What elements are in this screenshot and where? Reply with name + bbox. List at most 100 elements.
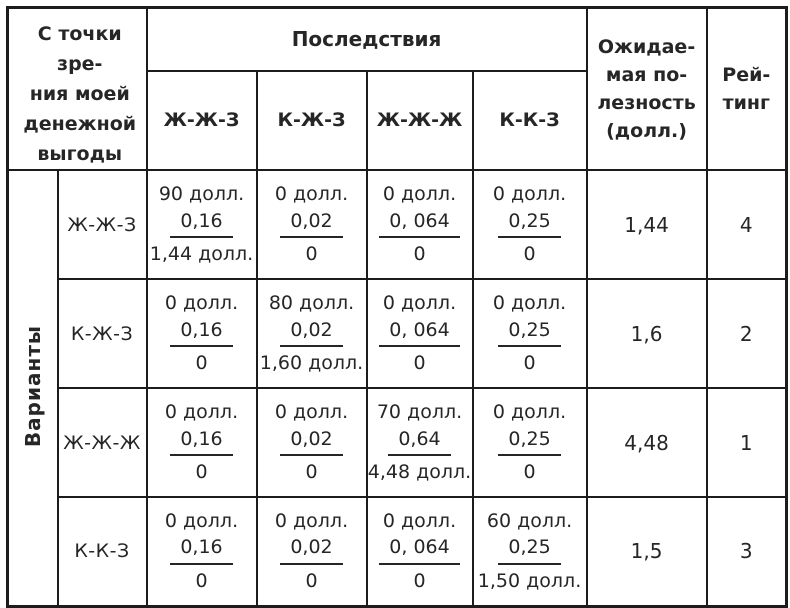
product-value: 0 (413, 352, 426, 375)
probability-value: 0,25 (498, 536, 561, 566)
payoff-value: 0 долл. (274, 400, 349, 423)
payoff-fraction: 0 долл. 0,25 0 (493, 183, 566, 266)
outcome-cell: 0 долл. 0,02 0 (255, 496, 368, 607)
payoff-value: 0 долл. (492, 400, 567, 423)
payoff-fraction: 0 долл. 0, 064 0 (379, 182, 460, 266)
probability-value: 0, 064 (379, 210, 460, 239)
payoff-fraction: 0 долл. 0, 064 0 (379, 291, 460, 375)
outcome-cell: 80 долл. 0,02 1,60 долл. (255, 278, 368, 389)
outcome-cell: 0 долл. 0, 064 0 (365, 169, 474, 280)
payoff-value: 0 долл. (382, 291, 457, 314)
payoff-fraction: 0 долл. 0,25 0 (493, 401, 566, 484)
rating-header-line: тинг (722, 92, 770, 114)
payoff-value: 0 долл. (382, 509, 457, 532)
consequences-header: Последствия (145, 6, 588, 72)
outcome-cell: 70 долл. 0,64 4,48 долл. (365, 387, 474, 498)
payoff-value: 80 долл. (268, 291, 355, 314)
expected-utility-value: 1,6 (585, 278, 708, 389)
rating-header: Рей- тинг (705, 6, 788, 171)
outcome-cell: 0 долл. 0,16 0 (145, 496, 258, 607)
payoff-fraction: 80 долл. 0,02 1,60 долл. (260, 292, 363, 375)
expected-utility-value: 1,44 (585, 169, 708, 280)
probability-value: 0,25 (498, 319, 561, 348)
table-row: К-Ж-З 0 долл. 0,16 0 80 долл. 0,02 1,60 … (8, 278, 788, 389)
rating-header-line: Рей- (722, 64, 771, 86)
probability-value: 0,02 (280, 536, 343, 566)
expected-utility-header-line: Ожидае- (597, 36, 696, 58)
payoff-fraction: 0 долл. 0,02 0 (275, 510, 348, 593)
rating-value: 2 (705, 278, 788, 389)
payoff-value: 0 долл. (492, 182, 567, 205)
probability-value: 0,25 (498, 210, 561, 239)
product-value: 0 (523, 243, 536, 266)
payoff-value: 90 долл. (158, 182, 245, 205)
row-label: К-Ж-З (56, 278, 148, 389)
probability-value: 0,02 (280, 428, 343, 457)
payoff-value: 0 долл. (164, 291, 239, 314)
payoff-value: 60 долл. (486, 509, 573, 532)
probability-value: 0,16 (170, 428, 233, 457)
payoff-fraction: 0 долл. 0,02 0 (275, 401, 348, 484)
row-label: К-К-З (56, 496, 148, 607)
product-value: 0 (523, 461, 536, 484)
header-row-2: Ж-Ж-З К-Ж-З Ж-Ж-Ж К-К-З (8, 69, 787, 172)
variants-label: Варианты (20, 324, 45, 447)
product-value: 0 (305, 243, 318, 266)
payoff-value: 0 долл. (164, 400, 239, 423)
column-header-k-zh-z: К-Ж-З (255, 69, 368, 172)
outcome-cell: 0 долл. 0,16 0 (145, 387, 258, 498)
column-header-zh-zh-z: Ж-Ж-З (145, 69, 258, 172)
outcome-cell: 0 долл. 0, 064 0 (365, 278, 474, 389)
corner-header-line: денежной (23, 113, 137, 135)
outcome-cell: 0 долл. 0,02 0 (255, 387, 368, 498)
payoff-fraction: 70 долл. 0,64 4,48 долл. (367, 401, 472, 484)
probability-value: 0, 064 (379, 319, 460, 348)
probability-value: 0, 064 (379, 536, 460, 566)
expected-utility-header-line: (долл.) (606, 120, 687, 142)
payoff-fraction: 0 долл. 0,02 0 (275, 183, 348, 266)
corner-header-line: ния моей (29, 83, 130, 105)
probability-value: 0,64 (388, 428, 451, 457)
corner-header-line: С точки зре- (37, 23, 122, 75)
rating-value: 3 (705, 496, 788, 607)
rating-value: 4 (705, 169, 788, 280)
payoff-value: 0 долл. (274, 182, 349, 205)
decision-table: С точки зре- ния моей денежной выгоды По… (6, 6, 789, 608)
expected-utility-header: Ожидае- мая по- лезность (долл.) (585, 6, 708, 171)
row-label: Ж-Ж-З (56, 169, 148, 280)
outcome-cell: 0 долл. 0,25 0 (471, 387, 588, 498)
payoff-fraction: 60 долл. 0,25 1,50 долл. (478, 510, 581, 593)
outcome-cell: 0 долл. 0,02 0 (255, 169, 368, 280)
outcome-cell: 0 долл. 0,16 0 (145, 278, 258, 389)
payoff-fraction: 0 долл. 0,16 0 (165, 292, 238, 375)
corner-header: С точки зре- ния моей денежной выгоды (6, 6, 148, 171)
outcome-cell: 0 долл. 0,25 0 (471, 169, 588, 280)
probability-value: 0,16 (170, 210, 233, 239)
table-row: Ж-Ж-Ж 0 долл. 0,16 0 0 долл. 0,02 0 70 д… (8, 387, 788, 498)
probability-value: 0,25 (498, 428, 561, 457)
column-header-k-k-z: К-К-З (471, 69, 588, 172)
payoff-value: 0 долл. (164, 509, 239, 532)
probability-value: 0,02 (280, 210, 343, 239)
probability-value: 0,02 (280, 319, 343, 348)
payoff-fraction: 0 долл. 0,25 0 (493, 292, 566, 375)
product-value: 0 (195, 461, 208, 484)
column-header-zh-zh-zh: Ж-Ж-Ж (365, 69, 474, 172)
outcome-cell: 0 долл. 0,25 0 (471, 278, 588, 389)
product-value: 4,48 долл. (367, 461, 472, 484)
product-value: 0 (523, 352, 536, 375)
outcome-cell: 60 долл. 0,25 1,50 долл. (471, 496, 588, 607)
outcome-cell: 0 долл. 0, 064 0 (365, 496, 474, 607)
table-row: Варианты Ж-Ж-З 90 долл. 0,16 1,44 долл. … (6, 169, 788, 607)
payoff-fraction: 0 долл. 0,16 0 (165, 401, 238, 484)
product-value: 0 (195, 352, 208, 375)
table-row: К-К-З 0 долл. 0,16 0 0 долл. 0,02 0 0 до… (8, 496, 788, 607)
product-value: 0 (413, 243, 426, 266)
expected-utility-header-line: мая по- (605, 64, 688, 86)
payoff-fraction: 0 долл. 0,16 0 (165, 510, 238, 593)
rating-value: 1 (705, 387, 788, 498)
header-row-1: С точки зре- ния моей денежной выгоды По… (6, 6, 788, 171)
product-value: 1,60 долл. (259, 352, 364, 375)
payoff-value: 0 долл. (382, 182, 457, 205)
payoff-value: 0 долл. (274, 509, 349, 532)
